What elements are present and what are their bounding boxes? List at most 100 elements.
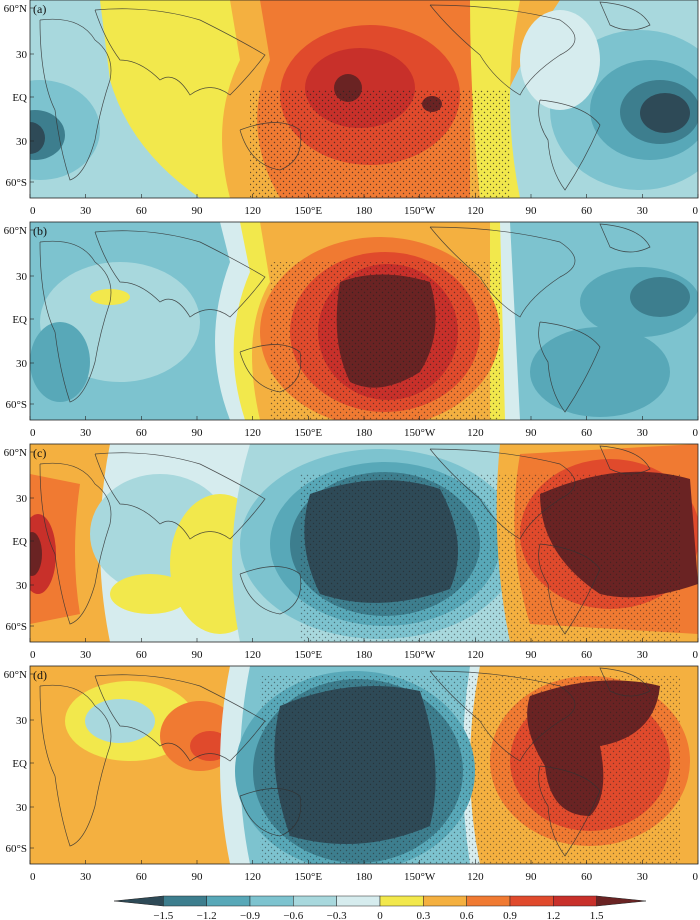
colorbar-tick-label: 0.9 [503,910,517,920]
colorbar-tick-label: −0.6 [283,910,303,920]
colorbar-tick-label: 0.3 [416,910,430,920]
panel-label: (d) [33,668,47,682]
map-panel: (b) 60°N 30 EQ 30 60°S 0 30 60 90 120 150°E 180 150°W… [4,221,699,439]
lon-tick-label: 150°E [295,871,323,883]
colorbar-segment [113,895,164,907]
lat-tick-label: 60°N [4,447,27,459]
lat-tick-label: EQ [12,758,27,770]
lon-tick-label: 90 [192,871,204,883]
lon-tick-label: 90 [192,427,204,439]
colorbar-segment [206,895,251,907]
lon-tick-label: 60 [581,427,593,439]
colorbar-tick-label: −1.5 [153,910,173,920]
lon-tick-label: 90 [526,649,538,661]
lon-tick-label: 30 [637,871,649,883]
lon-tick-label: 180 [356,871,373,883]
lat-tick-label: EQ [12,536,27,548]
colorbar-segment [249,895,294,907]
colorbar-tick-label: 1.2 [546,910,560,920]
colorbar-tick-label: −0.9 [240,910,260,920]
lat-tick-label: 60°S [5,177,27,189]
lon-tick-label: 120 [467,205,484,217]
lon-tick-label: 60 [581,649,593,661]
lat-tick-label: EQ [12,92,27,104]
colorbar-segment [553,895,597,907]
lon-tick-label: 150°W [404,871,436,883]
lon-tick-label: 90 [192,205,204,217]
lon-tick-label: 60 [581,205,593,217]
lon-tick-label: 150°E [295,427,323,439]
lon-tick-label: 120 [244,205,261,217]
lon-tick-label: 30 [80,649,92,661]
lon-tick-label: 0 [693,427,699,439]
lat-tick-label: 60°S [5,399,27,411]
lon-tick-label: 0 [30,871,36,883]
lat-tick-label: 30 [16,715,28,727]
lat-tick-label: 30 [16,136,28,148]
lon-tick-label: 30 [80,871,92,883]
colorbar-segment [379,895,424,907]
lon-tick-label: 120 [244,871,261,883]
colorbar-tick-label: −1.2 [197,910,217,920]
lat-tick-label: 30 [16,358,28,370]
lon-tick-label: 150°W [404,427,436,439]
colorbar-segment [163,895,207,907]
map-panel: (d) 60°N 30 EQ 30 60°S 0 30 60 90 120 150°E 180 150°W… [4,665,699,883]
lon-tick-label: 120 [467,649,484,661]
lon-tick-label: 60 [581,871,593,883]
lon-tick-label: 150°W [404,205,436,217]
lon-tick-label: 120 [467,871,484,883]
lon-tick-label: 60 [136,649,148,661]
lon-tick-label: 90 [526,427,538,439]
lon-tick-label: 0 [693,649,699,661]
lat-tick-label: EQ [12,314,27,326]
map-panel: (a) 60°N 30 EQ 30 60°S 0 30 60 90 120 150°E 180 150°W… [4,0,699,217]
lon-tick-label: 150°E [295,649,323,661]
colorbar-segment [293,895,337,907]
lat-tick-label: 30 [16,802,28,814]
lon-tick-label: 90 [526,871,538,883]
lon-tick-label: 0 [30,649,36,661]
colorbar-segment [466,895,511,907]
lon-tick-label: 180 [356,205,373,217]
lon-tick-label: 0 [693,871,699,883]
lat-tick-label: 30 [16,271,28,283]
panel-label: (b) [33,224,47,238]
lon-tick-label: 30 [637,205,649,217]
lat-tick-label: 30 [16,49,28,61]
lon-tick-label: 30 [637,649,649,661]
colorbar-segment [336,895,381,907]
lon-tick-label: 30 [637,427,649,439]
colorbar-segment [423,895,467,907]
lon-tick-label: 60 [136,205,148,217]
lon-tick-label: 30 [80,427,92,439]
colorbar-tick-label: 1.5 [590,910,604,920]
lon-tick-label: 90 [192,649,204,661]
lon-tick-label: 0 [30,427,36,439]
colorbar-segment [596,895,647,907]
lat-tick-label: 60°N [4,225,27,237]
lon-tick-label: 60 [136,427,148,439]
lon-tick-label: 180 [356,649,373,661]
map-panel: (c) 60°N 30 EQ 30 60°S 0 30 60 90 120 150°E 180 150°W… [4,443,699,661]
colorbar: −1.5 −1.2 −0.9 −0.6 −0.3 0 0.3 0.6 0.9 1.2 1.5 [113,895,647,920]
lat-tick-label: 30 [16,580,28,592]
lon-tick-label: 60 [136,871,148,883]
lon-tick-label: 120 [244,649,261,661]
lat-tick-label: 60°N [4,3,27,15]
lon-tick-label: 180 [356,427,373,439]
lon-tick-label: 0 [30,205,36,217]
lat-tick-label: 60°S [5,843,27,855]
lon-tick-label: 120 [244,427,261,439]
lon-tick-label: 150°W [404,649,436,661]
colorbar-tick-label: −0.3 [327,910,347,920]
lon-tick-label: 120 [467,427,484,439]
lon-tick-label: 0 [693,205,699,217]
colorbar-tick-label: 0 [377,910,383,920]
lat-tick-label: 60°S [5,621,27,633]
colorbar-segment [509,895,554,907]
lat-tick-label: 60°N [4,669,27,681]
lat-tick-label: 30 [16,493,28,505]
panel-label: (c) [33,446,46,460]
